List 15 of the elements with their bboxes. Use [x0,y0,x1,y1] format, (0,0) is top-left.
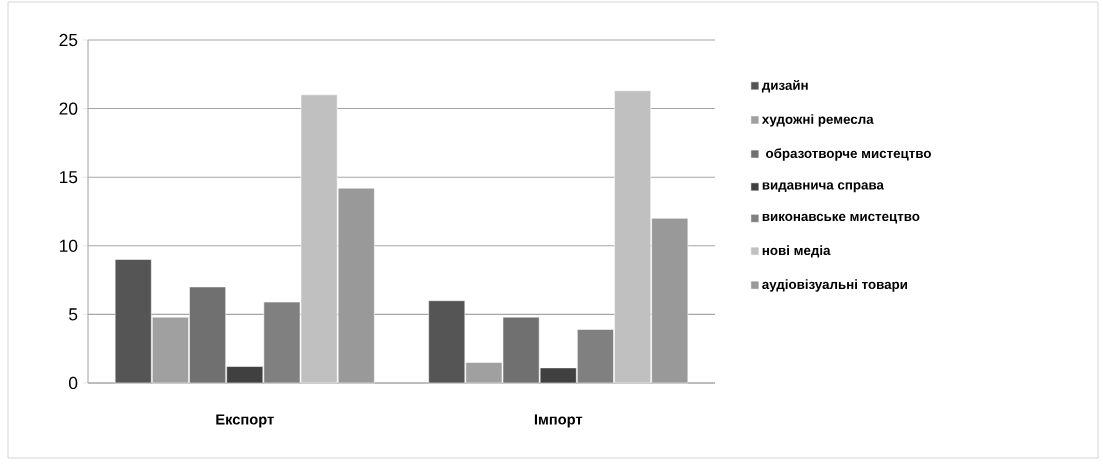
y-tick-label: 15 [60,171,78,184]
x-tick-label: Експорт [216,414,274,428]
y-tick-label: 5 [69,308,78,321]
x-tick-label: Імпорт [534,414,583,428]
legend-label: нові медіа [762,245,831,258]
y-tick-label: 10 [60,239,78,252]
legend-label: образотворче мистецтво [766,148,931,161]
legend-label: дизайн [761,79,808,93]
y-tick-label: 0 [69,376,78,390]
legend-label: художні ремесла [761,114,874,127]
legend-label: видавнича справа [762,182,884,193]
y-tick-label: 25 [59,33,78,47]
y-tick-label: 20 [59,102,78,115]
legend-label: виконавське мистецтво [762,213,920,224]
legend-label: аудіовізуальні товари [762,279,907,292]
